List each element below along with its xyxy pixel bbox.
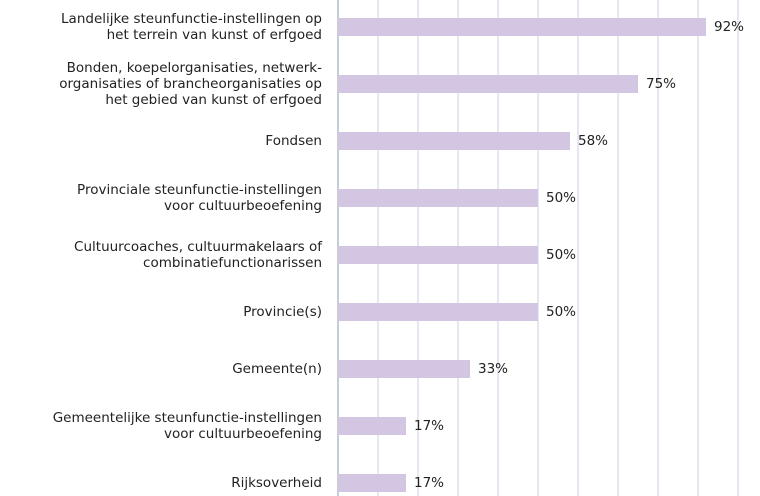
bar: [338, 132, 570, 150]
value-label: 17%: [414, 418, 444, 434]
category-label: Fondsen: [265, 133, 322, 149]
value-label: 33%: [478, 361, 508, 377]
category-label: Bonden, koepelorganisaties, netwerk-orga…: [59, 60, 322, 108]
value-label: 75%: [646, 76, 676, 92]
category-label: Landelijke steunfunctie-instellingen op h…: [61, 11, 322, 43]
category-label: Provinciale steunfunctie-instellingen voo…: [77, 182, 322, 214]
bar: [338, 360, 470, 378]
value-label: 50%: [546, 304, 576, 320]
value-label: 50%: [546, 247, 576, 263]
category-label: Gemeente(n): [232, 361, 322, 377]
bar: [338, 246, 538, 264]
bar: [338, 75, 638, 93]
value-label: 58%: [578, 133, 608, 149]
bar: [338, 189, 538, 207]
bar: [338, 18, 706, 36]
category-label: Provincie(s): [243, 304, 322, 320]
category-label: Gemeentelijke steunfunctie-instellingen v…: [53, 410, 322, 442]
category-label: Rijksoverheid: [231, 475, 322, 491]
category-label: Cultuurcoaches, cultuurmakelaars of combi…: [74, 239, 323, 271]
bar: [338, 417, 406, 435]
bar: [338, 303, 538, 321]
bar: [338, 474, 406, 492]
value-label: 92%: [714, 19, 744, 35]
value-label: 17%: [414, 475, 444, 491]
value-label: 50%: [546, 190, 576, 206]
